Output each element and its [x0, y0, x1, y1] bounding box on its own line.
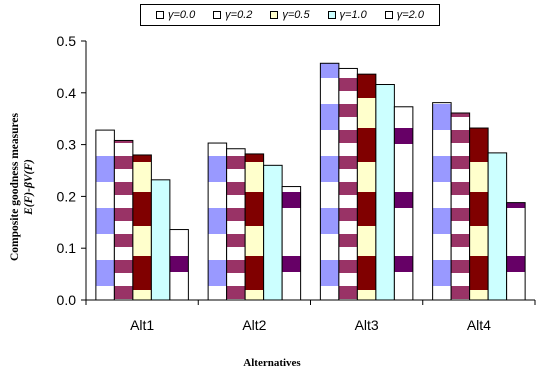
bar: [394, 107, 413, 300]
y-tick-label: 0.3: [57, 137, 77, 153]
y-tick-label: 0.0: [57, 292, 77, 308]
bar: [264, 165, 283, 300]
bars: [96, 63, 525, 300]
y-tick-label: 0.4: [57, 85, 77, 101]
y-axis-label: Composite goodness measures E(F)-βV(F): [8, 102, 36, 272]
bar: [376, 85, 395, 300]
legend-item: γ=1.0: [328, 9, 367, 21]
legend-item: γ=2.0: [385, 9, 424, 21]
bar: [339, 68, 358, 300]
legend-item: γ=0.5: [270, 9, 309, 21]
bar: [320, 63, 339, 300]
legend-item: γ=0.2: [213, 9, 252, 21]
bar: [208, 143, 227, 300]
y-tick-label: 0.1: [57, 240, 77, 256]
bar: [433, 103, 452, 300]
bar: [357, 74, 376, 300]
legend-item: γ=0.0: [156, 9, 195, 21]
bar: [151, 180, 170, 300]
x-tick-label: Alt4: [467, 317, 491, 333]
x-tick-label: Alt3: [355, 317, 379, 333]
x-axis-label: Alternatives: [0, 357, 544, 369]
y-tick-label: 0.2: [57, 188, 77, 204]
bar: [170, 230, 189, 300]
bar: [114, 140, 133, 300]
y-tick-label: 0.5: [57, 33, 77, 49]
legend: γ=0.0 γ=0.2 γ=0.5 γ=1.0 γ=2.0: [140, 4, 440, 26]
bar: [245, 154, 264, 300]
x-tick-label: Alt1: [130, 317, 154, 333]
bar: [451, 113, 470, 300]
bar: [470, 128, 489, 300]
bar: [133, 155, 152, 300]
bar: [96, 130, 115, 300]
x-tick-label: Alt2: [242, 317, 266, 333]
bar: [507, 203, 526, 300]
bar: [227, 149, 246, 300]
bar: [282, 187, 301, 300]
bar: [488, 153, 507, 300]
